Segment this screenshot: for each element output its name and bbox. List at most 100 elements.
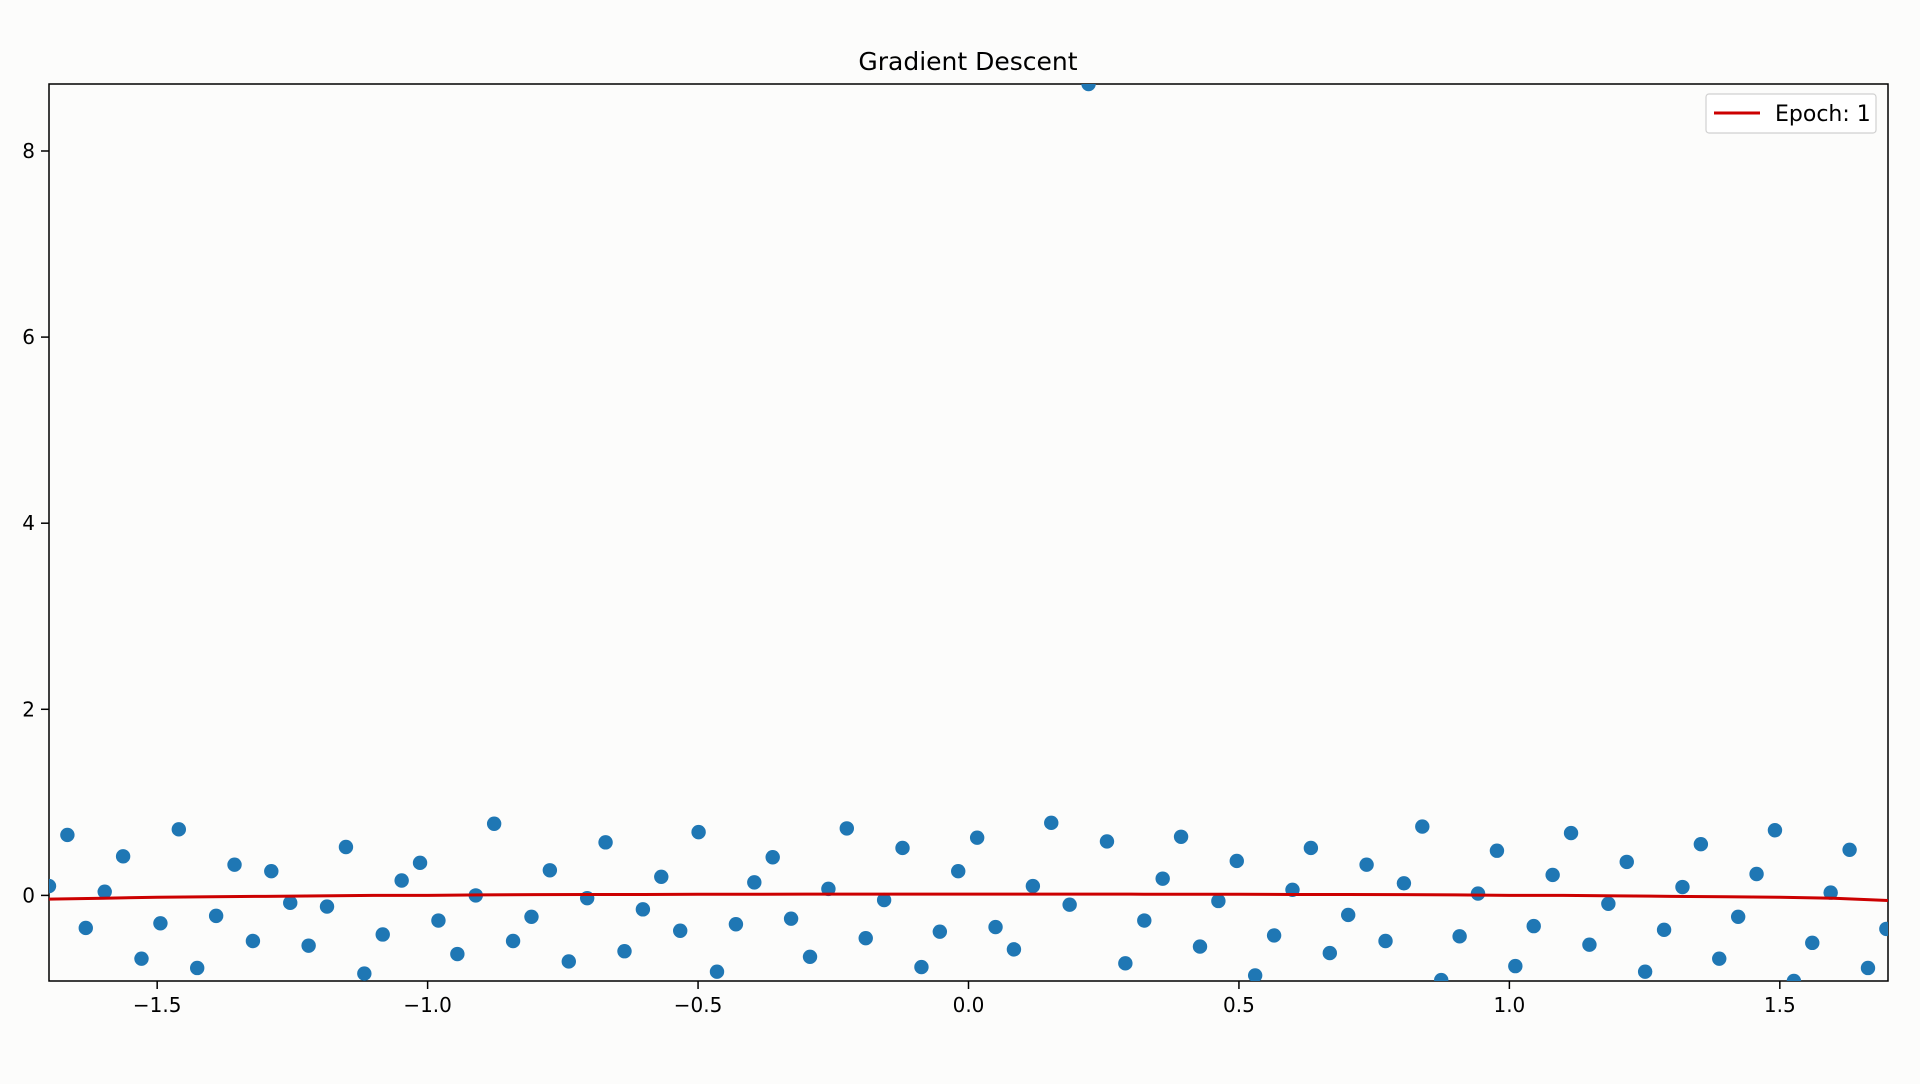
scatter-point <box>617 944 632 959</box>
scatter-point <box>1656 922 1672 938</box>
legend: Epoch: 1 <box>1705 93 1877 134</box>
scatter-point <box>1322 945 1338 961</box>
scatter-point <box>1137 913 1152 928</box>
scatter-point <box>1842 842 1857 857</box>
scatter-point <box>412 855 428 871</box>
scatter-point <box>134 951 149 966</box>
scatter-point <box>171 822 187 837</box>
y-tick-label: 2 <box>22 697 35 721</box>
y-tick-label: 0 <box>22 883 35 907</box>
scatter-point <box>1545 867 1560 883</box>
scatter-point <box>561 954 576 969</box>
plot-frame <box>48 83 1889 982</box>
scatter-point <box>1452 929 1467 944</box>
scatter-point <box>951 864 966 879</box>
scatter-point <box>876 892 892 908</box>
scatter-point <box>654 869 669 884</box>
scatter-point <box>839 821 855 836</box>
scatter-point <box>394 873 409 888</box>
scatter-point <box>1508 958 1523 974</box>
scatter-point <box>691 824 706 840</box>
scatter-point <box>1693 837 1709 852</box>
scatter-point <box>542 863 558 878</box>
scatter-point <box>1378 933 1393 949</box>
y-tick-label: 4 <box>22 511 35 535</box>
scatter-point <box>1749 866 1764 882</box>
scatter-point <box>1767 823 1783 838</box>
x-tick-label: −1.5 <box>133 993 182 1017</box>
y-axis: 0 2 4 6 8 <box>22 139 49 907</box>
scatter-point <box>1099 834 1115 849</box>
scatter-point <box>598 835 613 850</box>
scatter-point <box>450 946 465 962</box>
scatter-point <box>1006 942 1022 957</box>
scatter-point <box>486 816 502 831</box>
scatter-point <box>895 840 910 856</box>
scatter-point <box>49 878 57 894</box>
scatter-point <box>1619 854 1634 870</box>
scatter-point <box>1044 815 1059 831</box>
scatter-point <box>357 966 372 981</box>
scatter-point <box>1434 972 1449 981</box>
legend-label: Epoch: 1 <box>1775 102 1871 127</box>
scatter-point <box>115 849 131 864</box>
scatter-point <box>1526 918 1541 934</box>
x-tick-label: −0.5 <box>674 993 723 1017</box>
scatter-point <box>1860 960 1876 976</box>
scatter-point <box>932 924 948 939</box>
scatter-point <box>747 875 762 890</box>
scatter-point <box>1118 956 1133 971</box>
scatter-point <box>1823 885 1838 900</box>
y-tick-label: 8 <box>22 139 35 163</box>
scatter-point <box>1247 968 1263 981</box>
chart-title: Gradient Descent <box>858 47 1077 76</box>
scatter-point <box>1879 921 1888 937</box>
scatter-point <box>1637 964 1653 979</box>
scatter-point <box>821 881 836 897</box>
scatter-point <box>709 964 725 979</box>
x-tick-label: 1.0 <box>1493 993 1525 1017</box>
x-axis: −1.5 −1.0 −0.5 0.0 0.5 1.0 1.5 <box>133 981 1796 1017</box>
scatter-point <box>78 920 93 936</box>
legend-box <box>1705 93 1877 134</box>
scatter-point <box>1805 935 1820 951</box>
scatter-point <box>60 827 75 843</box>
scatter-point <box>1786 973 1802 981</box>
scatter-point <box>227 857 242 872</box>
scatter-point <box>524 909 539 924</box>
scatter-point <box>190 960 205 976</box>
scatter-point <box>1303 840 1319 856</box>
scatter-point <box>1211 893 1226 909</box>
scatter-point <box>264 864 279 879</box>
scatter-point <box>1266 928 1282 943</box>
scatter-point <box>1730 909 1746 924</box>
scatter-point <box>783 911 799 926</box>
scatter-point <box>1062 897 1077 912</box>
scatter-point <box>1489 843 1505 858</box>
scatter-point <box>1173 829 1189 844</box>
y-tick-label: 6 <box>22 325 35 349</box>
fit-line <box>49 892 1888 903</box>
scatter-point <box>1340 907 1356 923</box>
scatter-point <box>1359 857 1374 872</box>
scatter-point <box>1081 84 1096 92</box>
scatter-point <box>1470 886 1486 901</box>
scatter-point <box>1415 819 1430 834</box>
scatter-point <box>319 899 335 914</box>
scatter-point <box>283 895 298 911</box>
scatter-point <box>97 884 112 899</box>
x-tick-label: 1.5 <box>1764 993 1796 1017</box>
scatter-point <box>245 933 261 949</box>
x-tick-label: 0.0 <box>953 993 985 1017</box>
scatter-point <box>1229 853 1244 869</box>
scatter-point <box>673 923 688 938</box>
scatter-point <box>375 927 390 942</box>
scatter-point <box>1582 937 1597 952</box>
scatter-point <box>338 839 354 855</box>
scatter-point <box>431 913 446 928</box>
scatter-point <box>1396 876 1412 891</box>
series-layer <box>49 84 1888 981</box>
scatter-point <box>1155 871 1170 886</box>
